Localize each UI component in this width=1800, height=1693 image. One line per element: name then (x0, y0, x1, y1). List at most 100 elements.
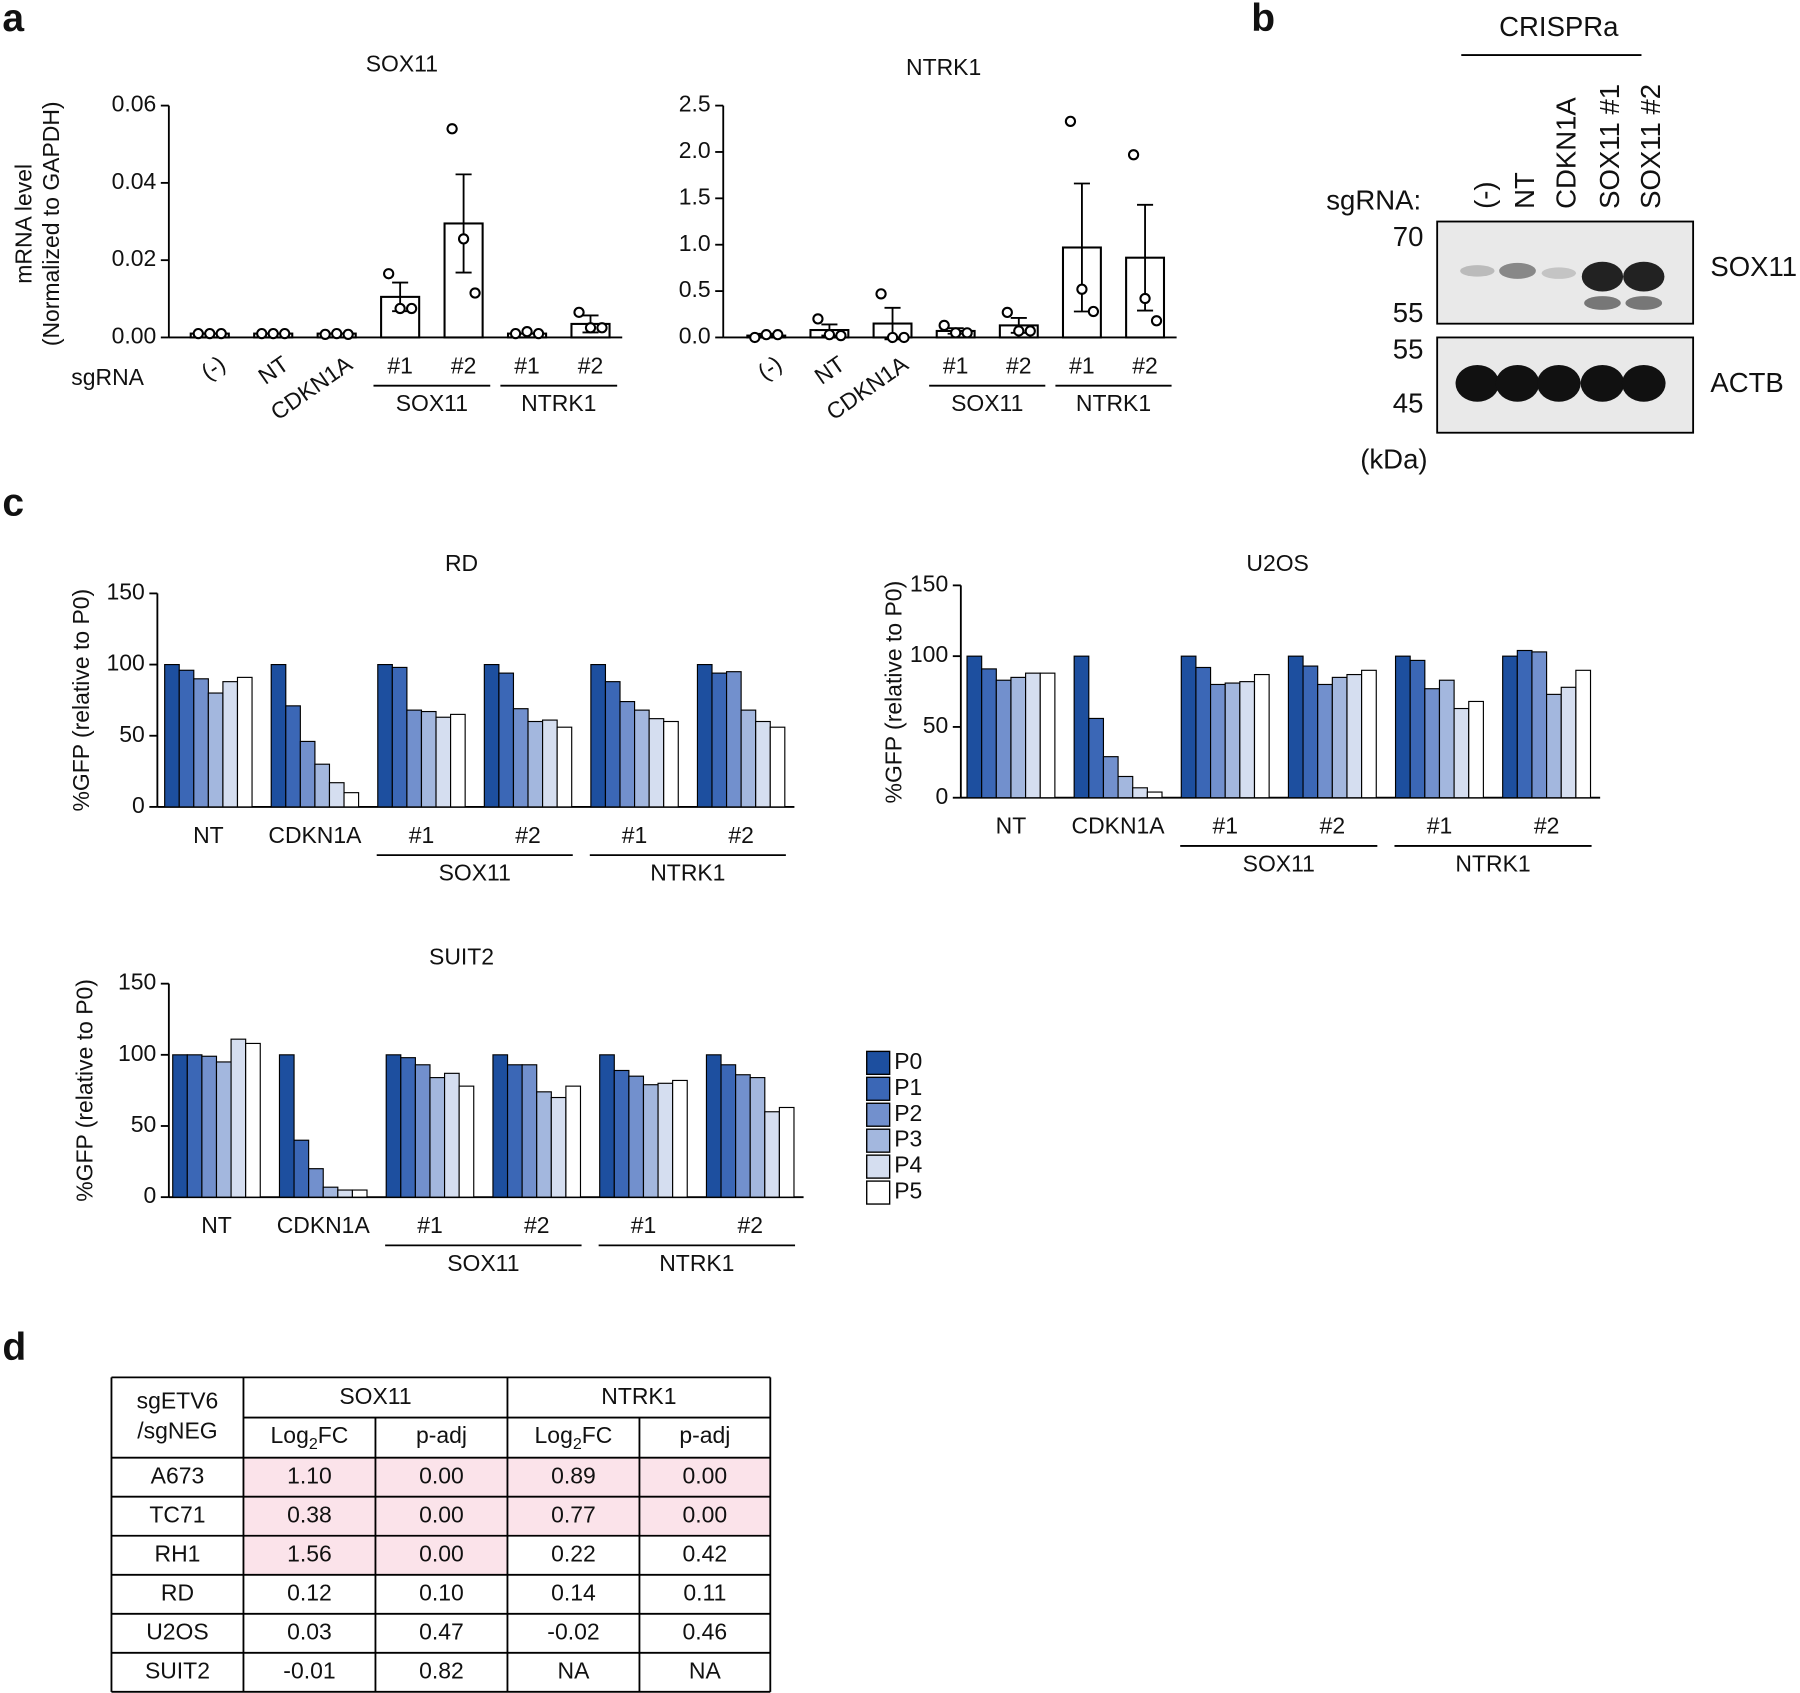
column-group: NTRK1 (601, 1383, 676, 1409)
error-bar (455, 173, 472, 274)
x-tick-label: #2 (1006, 352, 1032, 378)
x-tick-label: CDKN1A (1072, 813, 1166, 839)
protein-label: SOX11 (1710, 251, 1797, 282)
bar (749, 1077, 766, 1198)
group-label: NTRK1 (521, 390, 596, 416)
band (1460, 265, 1495, 277)
y-tick-label: 0.0 (679, 323, 711, 349)
y-tick-label: 0.5 (679, 276, 711, 302)
bar (1146, 791, 1163, 799)
data-point (1001, 306, 1013, 319)
bar (414, 1064, 431, 1198)
bar (550, 1096, 567, 1198)
x-tick-label: #2 (524, 1212, 550, 1238)
bar (1025, 672, 1041, 799)
data-point (383, 268, 395, 280)
bar (215, 1061, 232, 1198)
column-header-part: Log (535, 1422, 573, 1448)
group-label: NTRK1 (1076, 390, 1151, 416)
data-point (573, 306, 585, 318)
data-point (192, 327, 204, 340)
data-point (267, 327, 279, 340)
band (1581, 261, 1624, 292)
group-label: NTRK1 (1455, 851, 1530, 877)
bar (521, 1064, 538, 1198)
bar (1438, 679, 1455, 799)
highlight-cell (507, 1496, 640, 1536)
bar (628, 1075, 645, 1198)
y-tick-label: 0.00 (112, 323, 157, 349)
table-cell: 0.89 (551, 1462, 596, 1488)
bar (186, 1054, 203, 1198)
bar (735, 1074, 751, 1198)
data-point (405, 302, 418, 315)
data-point (1127, 149, 1140, 161)
bar (377, 664, 393, 808)
legend-swatch (866, 1076, 891, 1101)
data-point (509, 327, 522, 340)
marker-label: 45 (1393, 387, 1424, 418)
bar (755, 720, 771, 808)
bar (435, 716, 452, 808)
highlight-cell (507, 1457, 640, 1497)
y-axis-label: %GFP (relative to P0) (71, 979, 97, 1202)
bar (1531, 651, 1548, 799)
y-axis-label: %GFP (relative to P0) (68, 589, 94, 812)
group-label: SOX11 (951, 390, 1023, 416)
bar (590, 664, 607, 808)
column-header-part: 2 (573, 1435, 582, 1453)
table-cell: 0.14 (551, 1579, 596, 1605)
x-tick-label: #2 (578, 352, 604, 378)
band (1495, 364, 1540, 402)
legend-label: P1 (894, 1074, 922, 1100)
bar (556, 726, 573, 808)
x-tick-label: #1 (1069, 352, 1095, 378)
bar (604, 681, 621, 808)
bar (1302, 665, 1319, 799)
band (1625, 296, 1663, 310)
highlight-cell (639, 1496, 771, 1536)
table-cell: -0.02 (547, 1618, 599, 1644)
legend-label: P3 (894, 1126, 922, 1152)
bar (164, 664, 180, 808)
x-tick-label: NT (201, 1212, 232, 1238)
x-tick-label: NT (810, 350, 850, 389)
chart: SUIT2 %GFP (relative to P0) 0 50 100 150 NT CDK… (71, 943, 922, 1275)
lane-label: SOX11 #1 (1594, 84, 1625, 209)
data-point (898, 331, 910, 344)
lane-label: (-) (1469, 181, 1500, 209)
data-point (532, 327, 545, 340)
x-tick-label: (-) (196, 350, 230, 384)
y-tick-label: 1.0 (679, 230, 711, 256)
chart-title: U2OS (1246, 550, 1308, 576)
table-cell: A673 (151, 1462, 205, 1488)
bar (527, 720, 544, 808)
x-tick-label: #2 (515, 822, 541, 848)
bar (270, 664, 287, 808)
bar (512, 708, 529, 808)
legend-label: P4 (894, 1152, 922, 1178)
x-tick-label: NT (996, 813, 1027, 839)
y-tick-label: 100 (118, 1040, 156, 1066)
table-cell: 0.12 (287, 1579, 332, 1605)
legend-swatch (866, 1154, 891, 1179)
band (1541, 267, 1577, 279)
data-point (938, 319, 950, 332)
table-cell: 0.11 (683, 1579, 726, 1605)
bar (536, 1091, 552, 1198)
chart-title: NTRK1 (906, 54, 981, 80)
highlight-cell (243, 1535, 376, 1575)
data-point (875, 288, 887, 300)
chart-title: SOX11 (366, 50, 438, 76)
bar (506, 1064, 523, 1198)
bar (648, 718, 665, 808)
lane-label: SOX11 #2 (1635, 84, 1666, 209)
bar (1424, 688, 1441, 799)
sgrna-label: sgRNA: (1326, 184, 1421, 215)
column-header-part: Log (271, 1422, 309, 1448)
bar (1180, 655, 1197, 799)
bar (542, 719, 558, 808)
bar (1394, 655, 1411, 799)
y-tick-label: 50 (923, 712, 949, 738)
